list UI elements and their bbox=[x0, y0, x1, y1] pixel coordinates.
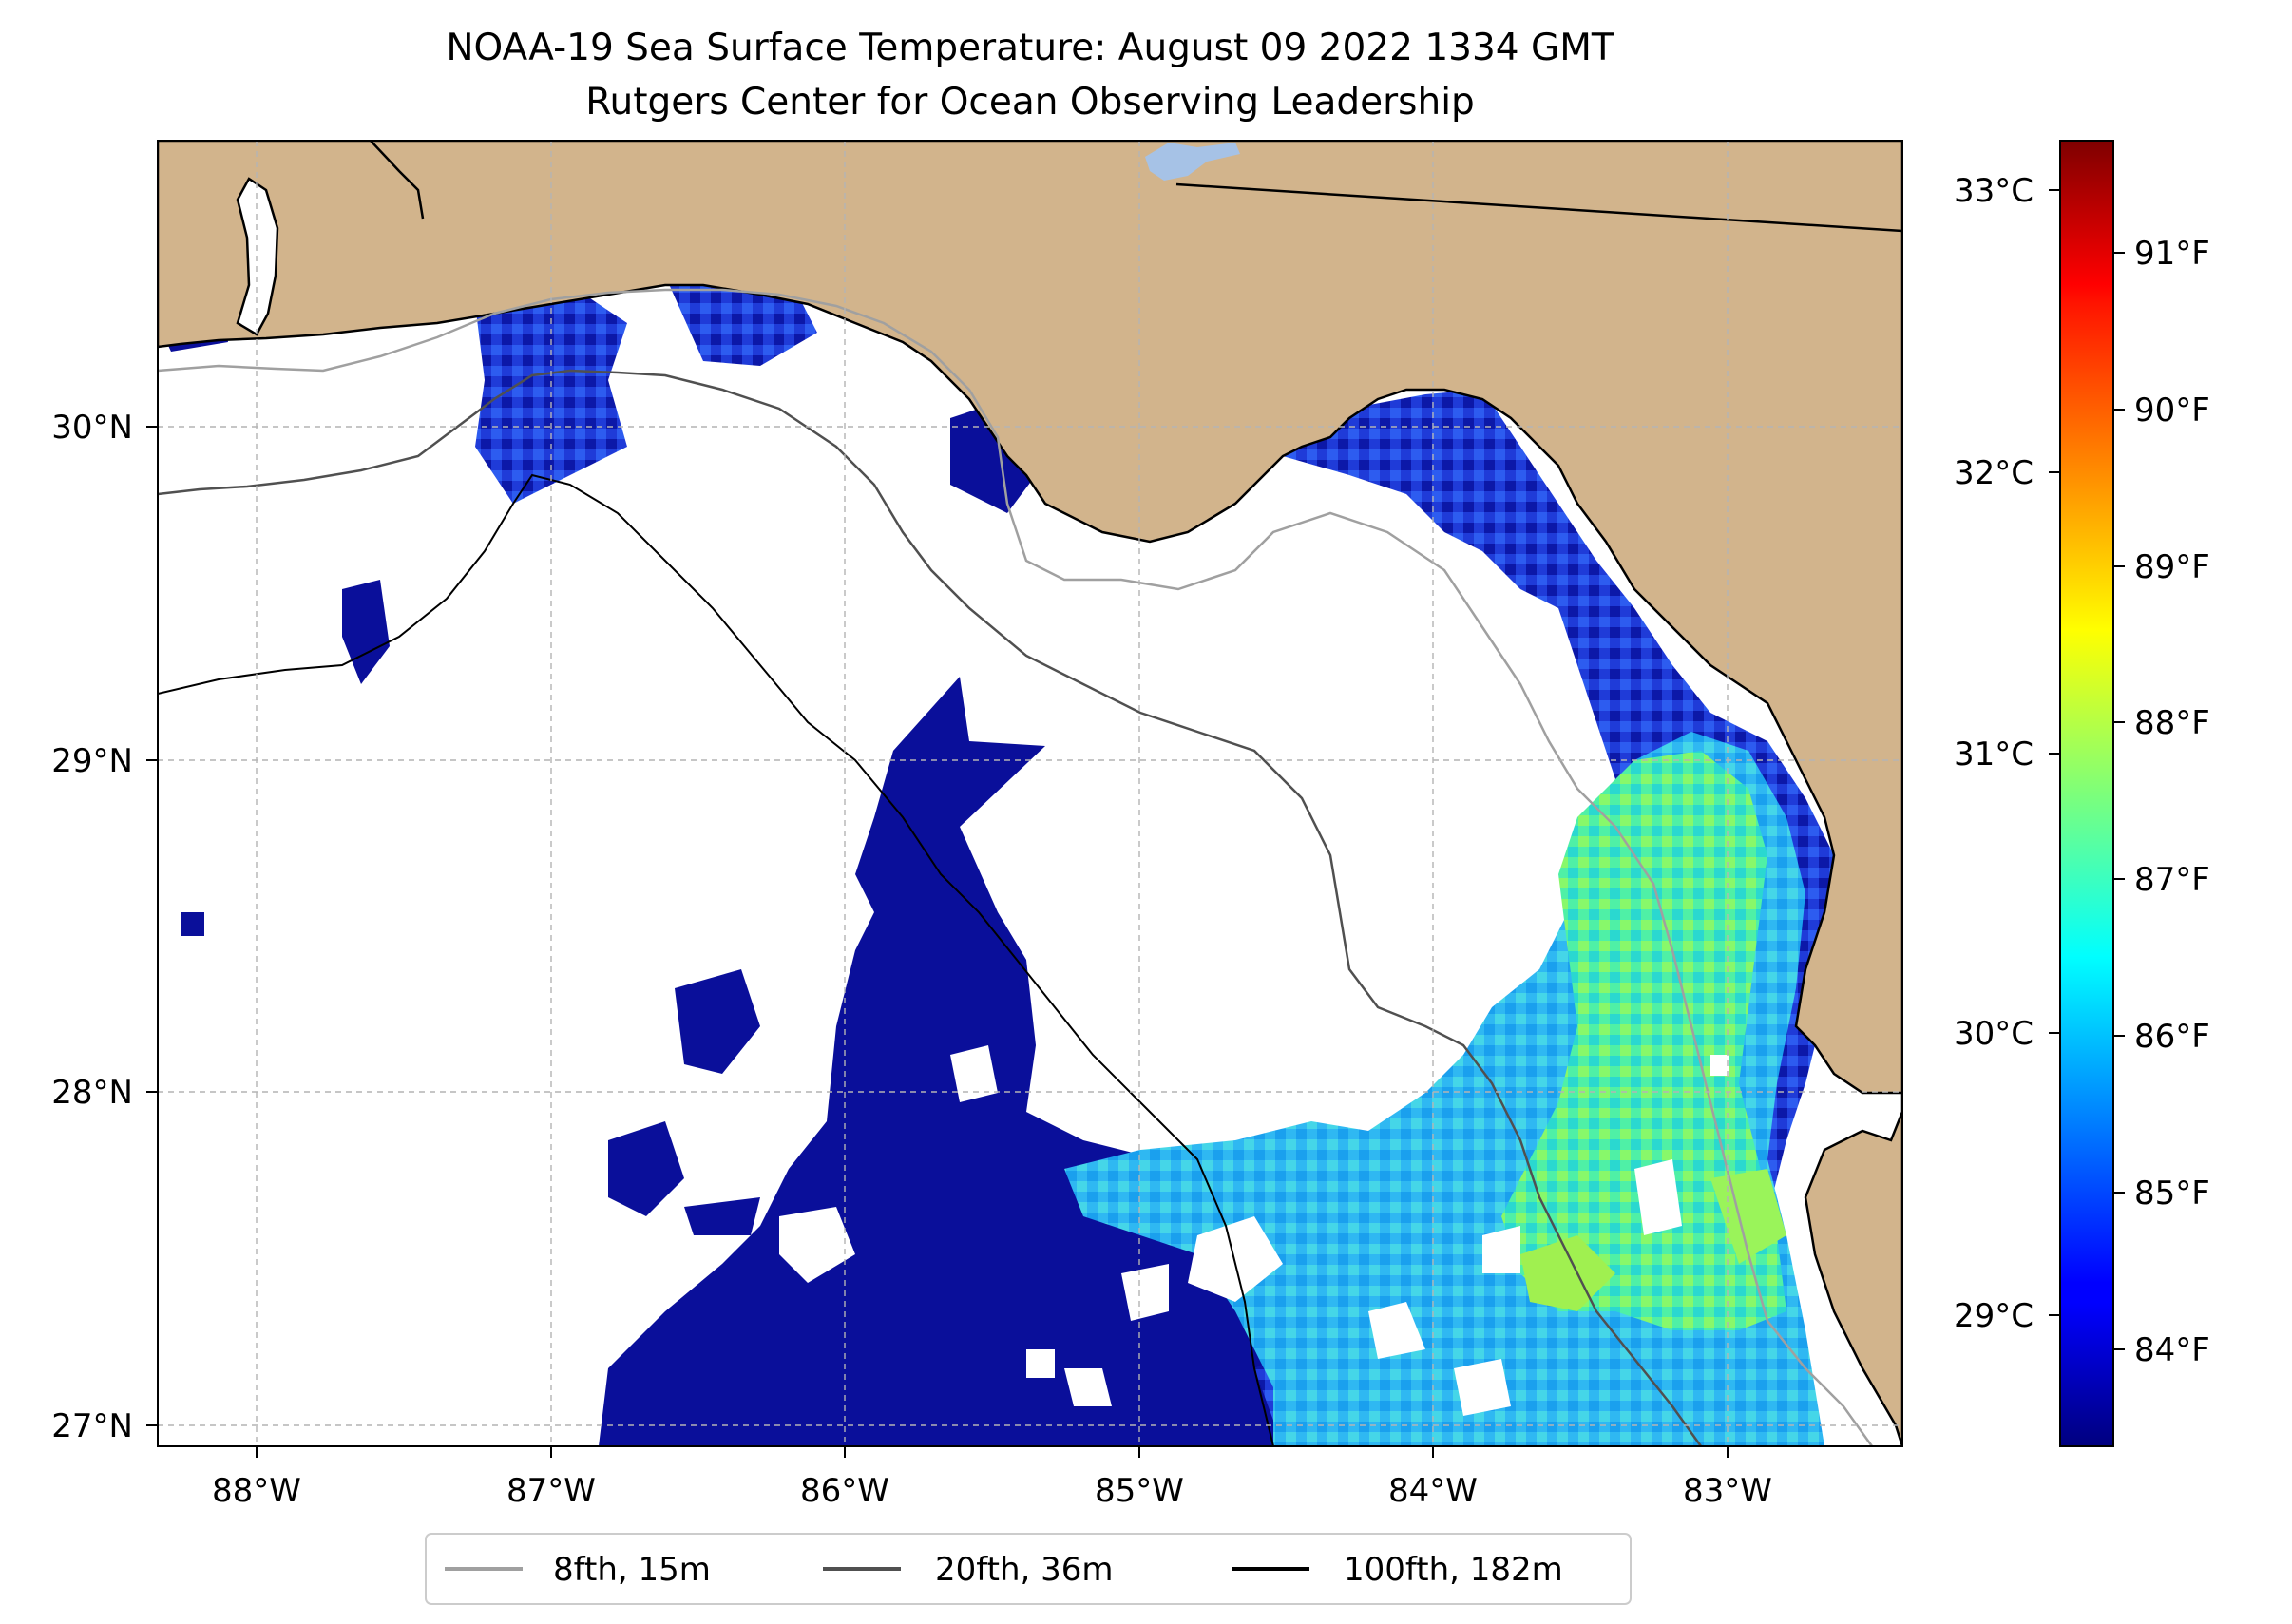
sst-patch-warm-spot-2 bbox=[1710, 1169, 1786, 1264]
state-border bbox=[1175, 182, 1902, 233]
lake-seminole bbox=[1145, 143, 1240, 181]
sst-patch-small-4 bbox=[608, 1121, 684, 1216]
legend: 8fth, 15m 20fth, 36m 100fth, 182m bbox=[425, 1533, 1632, 1605]
title-line-1: NOAA-19 Sea Surface Temperature: August … bbox=[446, 27, 1614, 69]
cbar-f-86: 86°F bbox=[2134, 1018, 2210, 1056]
lat-tick-28n: 28°N bbox=[51, 1074, 133, 1112]
sst-patch-small-1 bbox=[342, 580, 390, 684]
title-line-2: Rutgers Center for Ocean Observing Leade… bbox=[585, 81, 1475, 124]
sst-patch-offshore-blue bbox=[599, 677, 1283, 1446]
cbar-f-84: 84°F bbox=[2134, 1331, 2210, 1369]
lat-tick-27n: 27°N bbox=[51, 1407, 133, 1445]
lon-tick-85w: 85°W bbox=[1095, 1472, 1184, 1510]
sst-patch-small-5 bbox=[684, 1197, 760, 1235]
lon-tick-84w: 84°W bbox=[1388, 1472, 1478, 1510]
lon-tick-83w: 83°W bbox=[1683, 1472, 1772, 1510]
state-border-al-fl bbox=[370, 141, 425, 220]
legend-box bbox=[425, 1533, 1632, 1605]
isobath-20fth bbox=[158, 369, 1703, 1446]
cbar-f-91: 91°F bbox=[2134, 235, 2210, 273]
map-panel bbox=[158, 141, 1902, 1446]
map-frame bbox=[157, 140, 1903, 1447]
map-gridlines bbox=[158, 141, 1902, 1446]
lon-tick-87w: 87°W bbox=[506, 1472, 596, 1510]
cbar-f-85: 85°F bbox=[2134, 1175, 2210, 1213]
sst-patch-west-blue bbox=[675, 969, 760, 1074]
isobath-100fth bbox=[158, 473, 1274, 1446]
colorbar bbox=[2059, 140, 2114, 1447]
cbar-f-90: 90°F bbox=[2134, 392, 2210, 430]
legend-label-8fth: 8fth, 15m bbox=[553, 1551, 711, 1589]
lat-tick-29n: 29°N bbox=[51, 742, 133, 780]
lon-tick-86w: 86°W bbox=[800, 1472, 889, 1510]
cbar-c-31: 31°C bbox=[1954, 736, 2034, 774]
colorbar-fahrenheit-ticks bbox=[2113, 252, 2125, 1350]
cbar-f-89: 89°F bbox=[2134, 548, 2210, 586]
sst-patch-warm-spot bbox=[1520, 1235, 1615, 1311]
cbar-c-32: 32°C bbox=[1954, 454, 2034, 492]
mobile-bay bbox=[236, 177, 279, 336]
lat-tick-30n: 30°N bbox=[51, 409, 133, 447]
legend-label-100fth: 100fth, 182m bbox=[1344, 1551, 1563, 1589]
sst-patch-small-3 bbox=[181, 912, 204, 936]
isobath-8fth bbox=[158, 288, 1874, 1446]
cbar-f-88: 88°F bbox=[2134, 704, 2210, 742]
cbar-c-33: 33°C bbox=[1954, 172, 2034, 210]
legend-label-20fth: 20fth, 36m bbox=[935, 1551, 1114, 1589]
map-ticks bbox=[146, 426, 1729, 1458]
cbar-c-29: 29°C bbox=[1954, 1297, 2034, 1335]
cbar-f-87: 87°F bbox=[2134, 861, 2210, 899]
colorbar-celsius-ticks bbox=[2049, 189, 2060, 1316]
no-data-holes bbox=[779, 1045, 1729, 1416]
lon-tick-88w: 88°W bbox=[212, 1472, 301, 1510]
cbar-c-30: 30°C bbox=[1954, 1015, 2034, 1053]
